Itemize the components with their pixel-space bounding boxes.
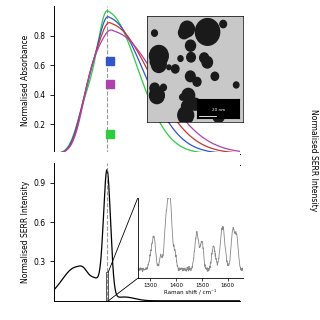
Circle shape [178, 56, 183, 61]
Circle shape [186, 71, 195, 82]
Circle shape [234, 82, 239, 88]
Text: Normalised SERR Intensity: Normalised SERR Intensity [309, 109, 318, 211]
Circle shape [150, 83, 159, 93]
Circle shape [209, 27, 213, 31]
Circle shape [189, 25, 194, 30]
Circle shape [190, 98, 201, 110]
Circle shape [185, 27, 193, 35]
Y-axis label: Normalised SERR Intensity: Normalised SERR Intensity [21, 181, 30, 283]
Circle shape [180, 21, 194, 37]
Circle shape [186, 40, 196, 51]
Circle shape [151, 56, 166, 72]
Circle shape [149, 45, 168, 66]
Y-axis label: Normalised Absorbance: Normalised Absorbance [21, 34, 30, 126]
Circle shape [152, 30, 157, 36]
Circle shape [182, 88, 195, 102]
Circle shape [187, 52, 195, 62]
Circle shape [149, 87, 164, 104]
Circle shape [178, 107, 194, 124]
Circle shape [210, 26, 214, 31]
X-axis label: Raman shift / cm⁻¹: Raman shift / cm⁻¹ [164, 289, 216, 294]
Circle shape [220, 20, 227, 28]
Circle shape [179, 27, 190, 39]
Circle shape [167, 65, 171, 70]
Circle shape [181, 100, 192, 112]
Circle shape [150, 58, 158, 66]
Circle shape [172, 65, 179, 73]
Circle shape [196, 19, 220, 45]
Circle shape [158, 95, 163, 100]
Circle shape [200, 53, 209, 63]
Circle shape [202, 56, 212, 68]
Circle shape [208, 111, 214, 118]
Circle shape [193, 77, 201, 86]
Circle shape [161, 84, 166, 91]
Circle shape [211, 72, 219, 80]
Circle shape [180, 94, 185, 100]
Circle shape [213, 110, 224, 123]
Circle shape [217, 106, 224, 113]
